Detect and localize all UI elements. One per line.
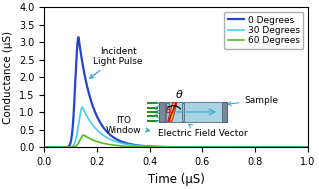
Y-axis label: Conductance (μS): Conductance (μS) [4,31,13,124]
Bar [159,102,165,122]
Bar [222,102,227,122]
30 Degrees [80,106,84,108]
60 Degrees [198,146,202,148]
Text: θ: θ [175,90,182,100]
0 Degrees [198,146,202,148]
Text: Incident
Light Pulse: Incident Light Pulse [90,47,143,78]
0 Degrees [138,145,142,147]
60 Degrees [138,146,142,148]
Text: $E$: $E$ [165,104,172,115]
0 Degrees [306,146,310,148]
60 Degrees [42,146,46,148]
60 Degrees [238,146,242,148]
30 Degrees [210,146,214,148]
60 Degrees [82,134,86,136]
0 Degrees [56,146,59,148]
Line: 30 Degrees: 30 Degrees [44,107,308,147]
Line: 60 Degrees: 60 Degrees [44,135,308,147]
Text: Sample: Sample [227,96,278,105]
0 Degrees [238,146,242,148]
30 Degrees [198,146,202,148]
Text: Electric Field Vector: Electric Field Vector [158,124,247,138]
0 Degrees [252,146,256,148]
0 Degrees [77,36,80,38]
0 Degrees [210,146,214,148]
30 Degrees [238,146,242,148]
Text: ITO
Window: ITO Window [106,116,149,135]
30 Degrees [138,145,142,147]
30 Degrees [252,146,256,148]
60 Degrees [252,146,256,148]
60 Degrees [306,146,310,148]
Polygon shape [168,103,177,121]
Bar [166,102,169,121]
Line: 0 Degrees: 0 Degrees [44,37,308,147]
60 Degrees [56,146,59,148]
30 Degrees [306,146,310,148]
X-axis label: Time (μS): Time (μS) [148,173,204,186]
30 Degrees [42,146,46,148]
30 Degrees [56,146,59,148]
Bar [182,102,184,121]
Legend: 0 Degrees, 30 Degrees, 60 Degrees: 0 Degrees, 30 Degrees, 60 Degrees [224,12,303,49]
Bar [159,102,227,122]
0 Degrees [42,146,46,148]
60 Degrees [210,146,214,148]
